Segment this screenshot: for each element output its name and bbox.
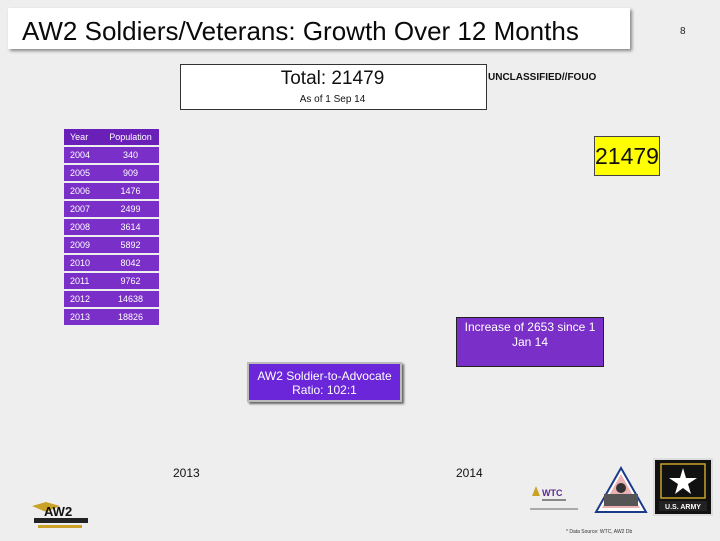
population-cell: 1476	[102, 182, 159, 201]
ratio-callout: AW2 Soldier-to-Advocate Ratio: 102:1	[247, 362, 402, 402]
table-row: 2006 1476	[64, 182, 159, 201]
header-year: Year	[64, 129, 102, 147]
data-source-note: * Data Source: WTC, AW2 Db	[566, 529, 633, 535]
year-cell: 2006	[64, 182, 102, 201]
us-army-logo: U.S. ARMY	[653, 458, 713, 516]
current-total-callout: 21479	[594, 136, 660, 176]
table-row: 2012 14638	[64, 290, 159, 309]
title-banner	[8, 8, 630, 49]
x-axis-label-end: 2014	[456, 466, 483, 480]
warrior-transition-emblem	[594, 465, 648, 516]
x-axis-label-start: 2013	[173, 466, 200, 480]
population-cell: 909	[102, 164, 159, 183]
year-cell: 2007	[64, 200, 102, 219]
wtc-logo: WTC	[528, 482, 582, 516]
table-row: 2010 8042	[64, 254, 159, 273]
table-row: 2007 2499	[64, 200, 159, 219]
year-cell: 2011	[64, 272, 102, 291]
increase-callout: Increase of 2653 since 1 Jan 14	[456, 317, 604, 367]
population-cell: 9762	[102, 272, 159, 291]
year-cell: 2010	[64, 254, 102, 273]
population-cell: 8042	[102, 254, 159, 273]
year-cell: 2008	[64, 218, 102, 237]
page-title: AW2 Soldiers/Veterans: Growth Over 12 Mo…	[22, 16, 579, 46]
aw2-logo-text: AW2	[44, 504, 72, 519]
population-cell: 3614	[102, 218, 159, 237]
page-number: 8	[680, 26, 686, 37]
as-of-date: As of 1 Sep 14	[299, 94, 366, 105]
wtc-logo-text: WTC	[542, 488, 563, 498]
header-population: Population	[102, 129, 159, 147]
population-cell: 14638	[102, 290, 159, 309]
table-row: 2009 5892	[64, 236, 159, 255]
aw2-logo: AW2	[26, 500, 96, 536]
table-header-row: Year Population	[64, 129, 159, 147]
us-army-logo-text: U.S. ARMY	[665, 504, 701, 511]
table-row: 2013 18826	[64, 308, 159, 327]
table-row: 2004 340	[64, 146, 159, 165]
year-cell: 2005	[64, 164, 102, 183]
year-cell: 2009	[64, 236, 102, 255]
table-row: 2005 909	[64, 164, 159, 183]
population-cell: 340	[102, 146, 159, 165]
total-box	[180, 64, 487, 110]
total-label: Total: 21479	[280, 68, 385, 89]
table-row: 2011 9762	[64, 272, 159, 291]
classification-marking: UNCLASSIFIED//FOUO	[488, 72, 597, 83]
year-cell: 2013	[64, 308, 102, 327]
table-row: 2008 3614	[64, 218, 159, 237]
year-cell: 2004	[64, 146, 102, 165]
population-cell: 5892	[102, 236, 159, 255]
population-cell: 18826	[102, 308, 159, 327]
population-table: Year Population 2004 340 2005 909 2006 1476 2007…	[64, 129, 159, 327]
year-cell: 2012	[64, 290, 102, 309]
population-cell: 2499	[102, 200, 159, 219]
